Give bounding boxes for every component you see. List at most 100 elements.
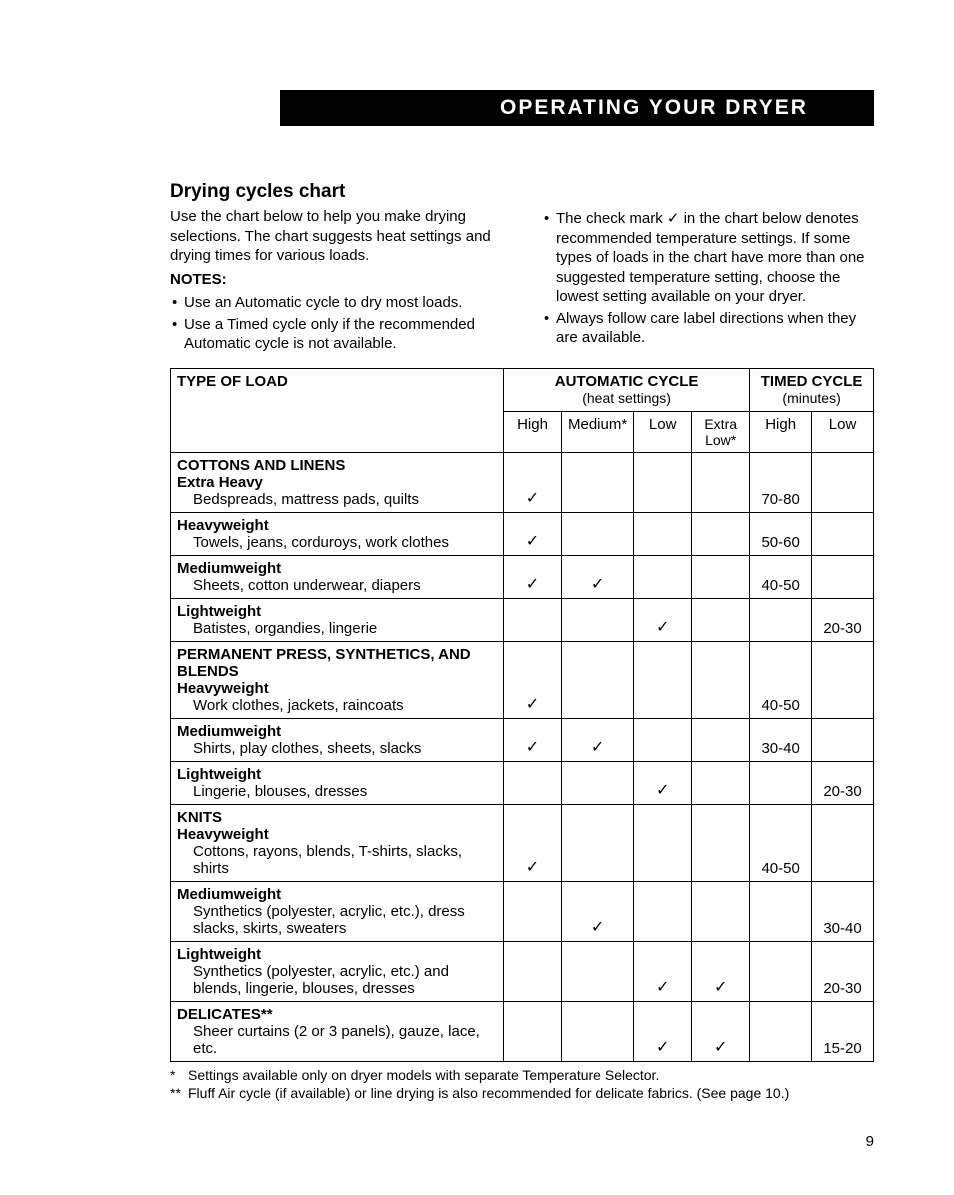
check-cell xyxy=(692,555,750,598)
intro-left: Use the chart below to help you make dry… xyxy=(170,207,502,356)
time-cell xyxy=(812,452,874,512)
table-row: LightweightSynthetics (polyester, acryli… xyxy=(171,941,874,1001)
time-cell xyxy=(812,718,874,761)
intro-columns: Use the chart below to help you make dry… xyxy=(170,207,874,356)
col-timed-low: Low xyxy=(812,411,874,452)
check-cell: ✓ xyxy=(562,718,634,761)
check-cell xyxy=(692,881,750,941)
table-row: DELICATES**Sheer curtains (2 or 3 panels… xyxy=(171,1001,874,1061)
footnotes: *Settings available only on dryer models… xyxy=(170,1066,874,1104)
check-cell xyxy=(634,555,692,598)
check-cell xyxy=(692,452,750,512)
weight-label: Heavyweight xyxy=(177,680,497,697)
auto-sub: (heat settings) xyxy=(582,390,671,406)
table-row: LightweightLingerie, blouses, dresses ✓ 20… xyxy=(171,761,874,804)
load-desc: Cottons, rayons, blends, T-shirts, slack… xyxy=(177,843,497,877)
weight-label: Lightweight xyxy=(177,603,497,620)
col-timed-high: High xyxy=(750,411,812,452)
col-high: High xyxy=(504,411,562,452)
footnote-text: Settings available only on dryer models … xyxy=(188,1067,659,1083)
note-item: Always follow care label directions when… xyxy=(556,309,874,348)
table-row: LightweightBatistes, organdies, lingerie… xyxy=(171,598,874,641)
load-desc: Synthetics (polyester, acrylic, etc.), d… xyxy=(177,903,497,937)
load-cell: MediumweightSheets, cotton underwear, di… xyxy=(171,555,504,598)
footnote-text: Fluff Air cycle (if available) or line d… xyxy=(188,1085,789,1101)
time-cell xyxy=(812,804,874,881)
section-header: DELICATES** xyxy=(177,1006,497,1023)
auto-title: AUTOMATIC CYCLE xyxy=(555,373,699,390)
check-cell xyxy=(692,598,750,641)
check-cell xyxy=(692,641,750,718)
table-row: HeavyweightTowels, jeans, corduroys, wor… xyxy=(171,512,874,555)
intro-right: The check mark ✓ in the chart below deno… xyxy=(542,207,874,356)
load-desc: Sheets, cotton underwear, diapers xyxy=(177,577,497,594)
check-cell xyxy=(562,598,634,641)
check-cell: ✓ xyxy=(634,1001,692,1061)
time-cell: 20-30 xyxy=(812,598,874,641)
check-cell xyxy=(634,452,692,512)
load-desc: Sheer curtains (2 or 3 panels), gauze, l… xyxy=(177,1023,497,1057)
time-cell xyxy=(750,881,812,941)
load-desc: Shirts, play clothes, sheets, slacks xyxy=(177,740,497,757)
time-cell: 20-30 xyxy=(812,761,874,804)
check-cell xyxy=(504,1001,562,1061)
load-desc: Lingerie, blouses, dresses xyxy=(177,783,497,800)
weight-label: Heavyweight xyxy=(177,826,497,843)
check-cell: ✓ xyxy=(504,804,562,881)
weight-label: Lightweight xyxy=(177,766,497,783)
check-cell xyxy=(504,941,562,1001)
time-cell xyxy=(750,761,812,804)
check-cell: ✓ xyxy=(504,512,562,555)
check-cell xyxy=(562,641,634,718)
section-header: COTTONS AND LINENS xyxy=(177,457,497,474)
col-low: Low xyxy=(634,411,692,452)
note-item: Use a Timed cycle only if the recommende… xyxy=(184,315,502,354)
col-auto: AUTOMATIC CYCLE (heat settings) xyxy=(504,368,750,411)
load-cell: LightweightSynthetics (polyester, acryli… xyxy=(171,941,504,1001)
check-cell xyxy=(504,598,562,641)
table-row: MediumweightSheets, cotton underwear, di… xyxy=(171,555,874,598)
time-cell: 40-50 xyxy=(750,555,812,598)
check-cell xyxy=(562,1001,634,1061)
check-cell: ✓ xyxy=(562,881,634,941)
time-cell: 40-50 xyxy=(750,804,812,881)
check-cell: ✓ xyxy=(504,718,562,761)
col-medium: Medium* xyxy=(562,411,634,452)
check-cell xyxy=(692,804,750,881)
load-desc: Bedspreads, mattress pads, quilts xyxy=(177,491,497,508)
time-cell xyxy=(750,941,812,1001)
note-item: Use an Automatic cycle to dry most loads… xyxy=(184,293,502,313)
time-cell xyxy=(750,1001,812,1061)
load-desc: Towels, jeans, corduroys, work clothes xyxy=(177,534,497,551)
time-cell: 30-40 xyxy=(812,881,874,941)
table-row: PERMANENT PRESS, SYNTHETICS, AND BLENDSH… xyxy=(171,641,874,718)
check-cell xyxy=(562,941,634,1001)
check-cell xyxy=(634,512,692,555)
time-cell: 20-30 xyxy=(812,941,874,1001)
check-cell xyxy=(634,641,692,718)
time-cell: 50-60 xyxy=(750,512,812,555)
section-header: KNITS xyxy=(177,809,497,826)
load-cell: PERMANENT PRESS, SYNTHETICS, AND BLENDSH… xyxy=(171,641,504,718)
footnote-marker: ** xyxy=(170,1084,188,1103)
weight-label: Mediumweight xyxy=(177,723,497,740)
time-cell: 40-50 xyxy=(750,641,812,718)
col-type: TYPE OF LOAD xyxy=(171,368,504,452)
check-cell: ✓ xyxy=(634,598,692,641)
time-cell xyxy=(812,641,874,718)
check-cell: ✓ xyxy=(504,555,562,598)
check-cell: ✓ xyxy=(634,761,692,804)
check-cell xyxy=(504,881,562,941)
chart-title: Drying cycles chart xyxy=(170,181,874,203)
weight-label: Mediumweight xyxy=(177,886,497,903)
note-item: The check mark ✓ in the chart below deno… xyxy=(556,209,874,307)
page: OPERATING YOUR DRYER Drying cycles chart… xyxy=(0,0,954,1190)
time-cell xyxy=(750,598,812,641)
check-cell xyxy=(634,718,692,761)
check-cell xyxy=(562,452,634,512)
load-cell: DELICATES**Sheer curtains (2 or 3 panels… xyxy=(171,1001,504,1061)
load-cell: LightweightBatistes, organdies, lingerie xyxy=(171,598,504,641)
time-cell: 30-40 xyxy=(750,718,812,761)
notes-right-list: The check mark ✓ in the chart below deno… xyxy=(542,209,874,348)
check-cell: ✓ xyxy=(562,555,634,598)
